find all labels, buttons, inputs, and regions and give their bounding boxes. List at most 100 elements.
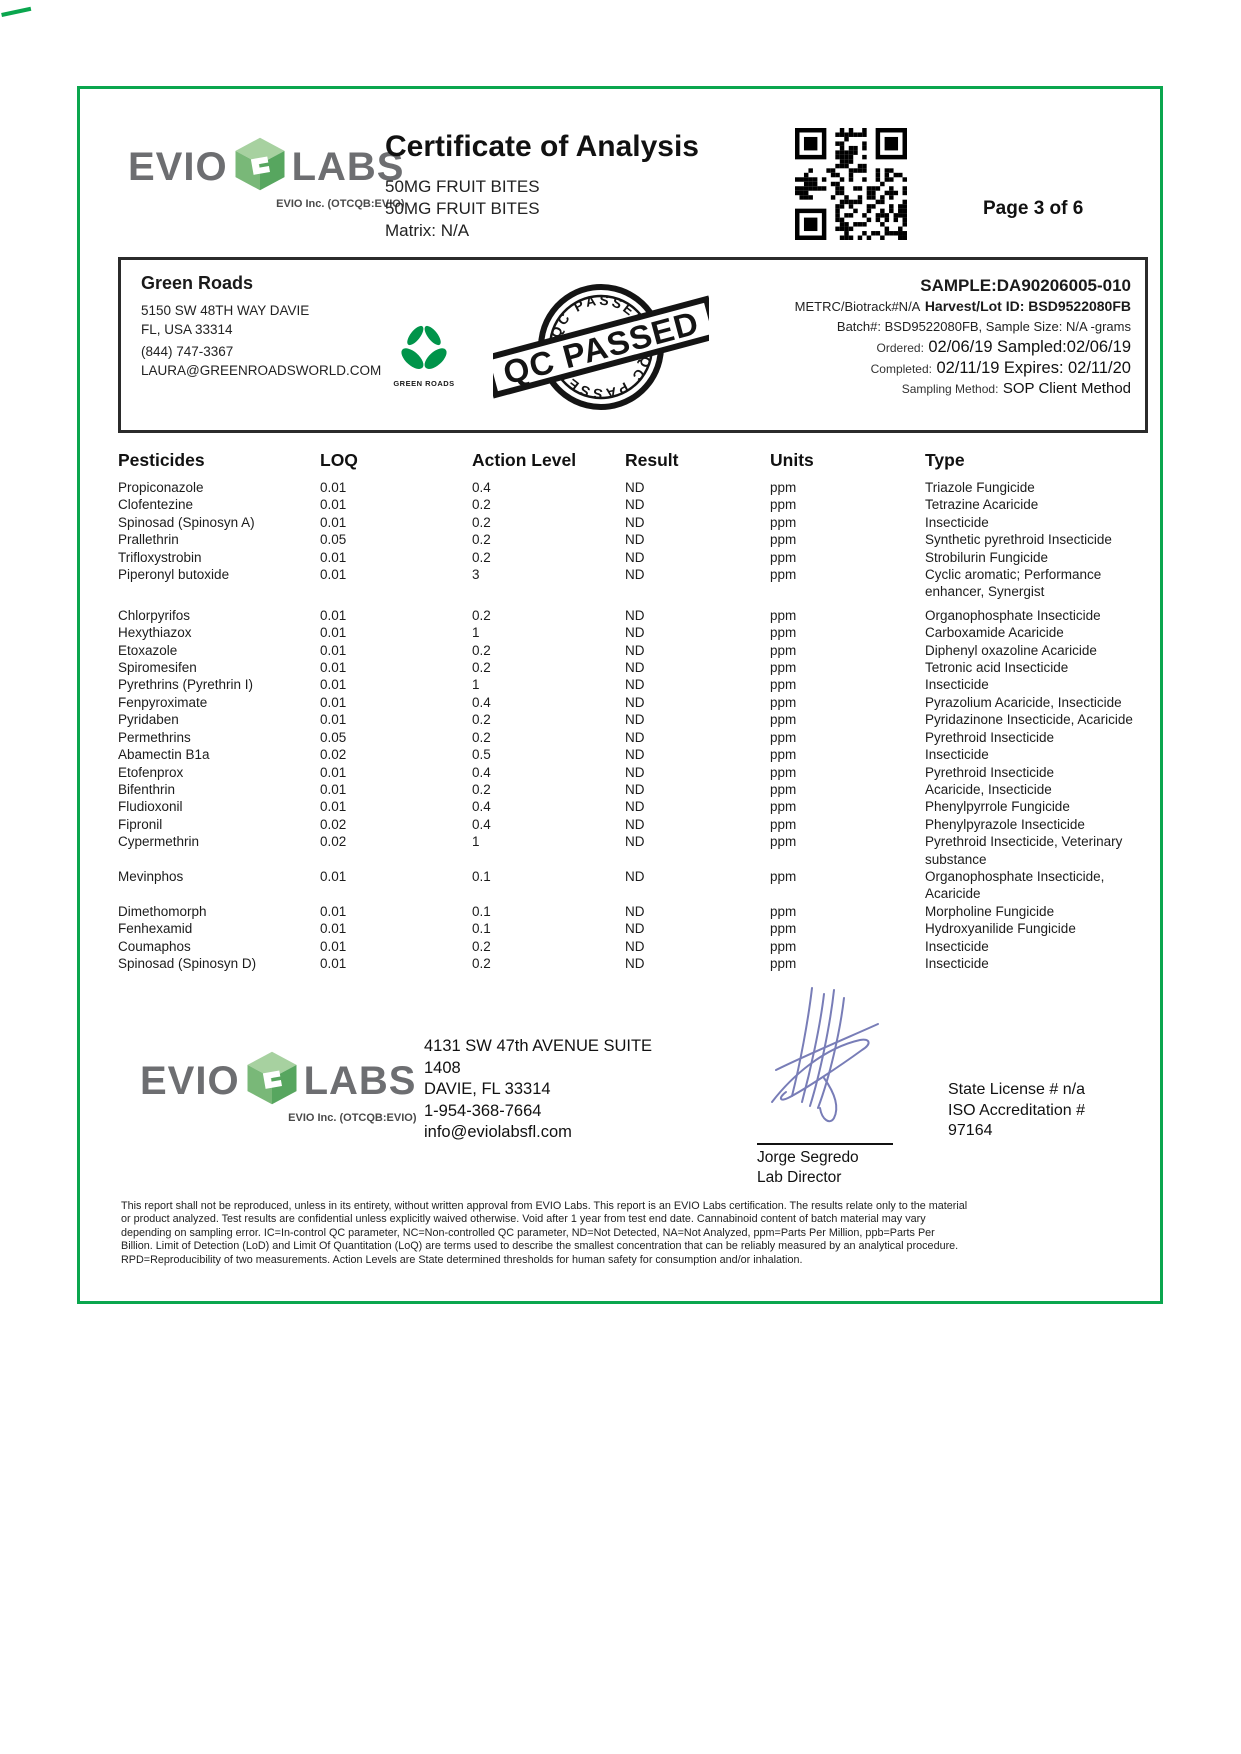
state-license: State License # n/a xyxy=(948,1081,1085,1098)
cell-loq: 0.01 xyxy=(320,764,347,780)
table-row: Hexythiazox 0.01 1 ND ppm Carboxamide Acarici… xyxy=(118,624,1148,641)
cell-action-level: 0.5 xyxy=(472,747,491,763)
cell-units: ppm xyxy=(770,642,797,658)
cell-action-level: 1 xyxy=(472,834,480,850)
cell-action-level: 0.4 xyxy=(472,816,491,832)
cell-units: ppm xyxy=(770,781,797,797)
sample-info-box: Green Roads 5150 SW 48TH WAY DAVIE FL, U… xyxy=(118,257,1148,433)
cell-pesticide: Dimethomorph xyxy=(118,903,207,919)
cell-pesticide: Cypermethrin xyxy=(118,834,200,850)
col-header-type: Type xyxy=(925,450,965,470)
cell-units: ppm xyxy=(770,747,797,763)
cell-action-level: 0.2 xyxy=(472,532,491,548)
cell-result: ND xyxy=(625,677,645,693)
cell-pesticide: Mevinphos xyxy=(118,868,184,884)
client-address1: 5150 SW 48TH WAY DAVIE xyxy=(141,303,310,318)
table-row: Etofenprox 0.01 0.4 ND ppm Pyrethroid Insecti… xyxy=(118,764,1148,781)
cell-action-level: 0.4 xyxy=(472,799,491,815)
cell-pesticide: Spinosad (Spinosyn D) xyxy=(118,955,257,971)
cell-pesticide: Abamectin B1a xyxy=(118,747,210,763)
table-row: Chlorpyrifos 0.01 0.2 ND ppm Organophosphate … xyxy=(118,607,1148,624)
cell-pesticide: Pyrethrins (Pyrethrin I) xyxy=(118,677,254,693)
cell-type: Morpholine Fungicide xyxy=(925,903,1055,919)
table-row: Clofentezine 0.01 0.2 ND ppm Tetrazine Acaric… xyxy=(118,496,1148,513)
cell-action-level: 0.1 xyxy=(472,868,491,884)
lab-email: info@eviolabsfl.com xyxy=(424,1123,572,1141)
license-block: State License # n/a ISO Accreditation # … xyxy=(948,1080,1085,1142)
cell-units: ppm xyxy=(770,480,797,495)
col-header-action-level: Action Level xyxy=(472,450,577,470)
table-row: Fenpyroximate 0.01 0.4 ND ppm Pyrazolium Acar… xyxy=(118,694,1148,711)
cell-pesticide: Fenhexamid xyxy=(118,921,193,937)
client-address2: FL, USA 33314 xyxy=(141,322,233,337)
cell-pesticide: Permethrins xyxy=(118,729,191,745)
cell-loq: 0.01 xyxy=(320,480,347,495)
lab-address: 4131 SW 47th AVENUE SUITE 1408 DAVIE, FL… xyxy=(424,1036,652,1144)
cell-type: Diphenyl oxazoline Acaricide xyxy=(925,642,1097,658)
table-row: Etoxazole 0.01 0.2 ND ppm Diphenyl oxazoline … xyxy=(118,642,1148,659)
cell-action-level: 0.4 xyxy=(472,694,491,710)
cell-action-level: 1 xyxy=(472,677,480,693)
cell-pesticide: Fipronil xyxy=(118,816,163,832)
cell-loq: 0.01 xyxy=(320,799,347,815)
col-header-pesticides: Pesticides xyxy=(118,450,205,470)
cell-units: ppm xyxy=(770,955,797,971)
table-row: Fenhexamid 0.01 0.1 ND ppm Hydroxyanilide Fun… xyxy=(118,920,1148,937)
cell-type: Strobilurin Fungicide xyxy=(925,549,1049,565)
cell-loq: 0.01 xyxy=(320,497,347,513)
cell-units: ppm xyxy=(770,677,797,693)
cell-type: Carboxamide Acaricide xyxy=(925,625,1064,641)
cell-pesticide: Trifloxystrobin xyxy=(118,549,202,565)
table-row: Pyrethrins (Pyrethrin I) 0.01 1 ND ppm Insect… xyxy=(118,676,1148,693)
cell-result: ND xyxy=(625,868,645,884)
table-row: Fludioxonil 0.01 0.4 ND ppm Phenylpyrrole Fun… xyxy=(118,798,1148,815)
cell-result: ND xyxy=(625,607,645,623)
green-border-frame xyxy=(77,86,1163,1304)
cell-pesticide: Clofentezine xyxy=(118,497,194,513)
cell-loq: 0.05 xyxy=(320,729,347,745)
cell-result: ND xyxy=(625,660,645,676)
page-number: Page 3 of 6 xyxy=(983,198,1084,219)
cell-pesticide: Hexythiazox xyxy=(118,625,192,641)
cell-loq: 0.02 xyxy=(320,816,347,832)
batch-line: Batch#: BSD9522080FB, Sample Size: N/A -… xyxy=(836,319,1131,334)
disclaimer-text: This report shall not be reproduced, unl… xyxy=(121,1200,968,1266)
cell-action-level: 0.2 xyxy=(472,607,491,623)
cell-result: ND xyxy=(625,625,645,641)
cell-pesticide: Fludioxonil xyxy=(118,799,183,815)
client-phone: (844) 747-3367 xyxy=(141,344,234,359)
table-row: Spinosad (Spinosyn D) 0.01 0.2 ND ppm Insecti… xyxy=(118,955,1148,972)
qc-passed-stamp: QC PASSED QC PASSED QC PASSED xyxy=(482,272,720,422)
completed-label: Completed: xyxy=(870,362,932,376)
cell-action-level: 0.2 xyxy=(472,642,491,658)
cell-units: ppm xyxy=(770,532,797,548)
cell-action-level: 0.2 xyxy=(472,549,491,565)
cell-units: ppm xyxy=(770,764,797,780)
green-roads-logo-text: GREEN ROADS xyxy=(393,379,455,388)
table-row: Propiconazole 0.01 0.4 ND ppm Triazole Fungic… xyxy=(118,479,1148,496)
cell-type: Tetronic acid Insecticide xyxy=(925,660,1069,676)
logo-text-evio: EVIO xyxy=(140,1058,240,1103)
cell-units: ppm xyxy=(770,567,797,583)
completed-date: 02/11/19 xyxy=(936,359,1000,377)
cell-result: ND xyxy=(625,712,645,728)
cell-units: ppm xyxy=(770,607,797,623)
sample-details: SAMPLE:DA90206005-010 METRC/Biotrack#N/A… xyxy=(795,276,1131,399)
signer-block: Jorge Segredo Lab Director xyxy=(757,1148,859,1188)
cell-pesticide: Spiromesifen xyxy=(118,660,197,676)
cell-loq: 0.01 xyxy=(320,868,347,884)
cell-pesticide: Propiconazole xyxy=(118,480,204,495)
cell-pesticide: Bifenthrin xyxy=(118,781,176,797)
cell-action-level: 0.2 xyxy=(472,712,491,728)
table-row: Prallethrin 0.05 0.2 ND ppm Synthetic pyrethr… xyxy=(118,531,1148,548)
cell-type: Hydroxyanilide Fungicide xyxy=(925,921,1076,937)
cell-type: Insecticide xyxy=(925,938,989,954)
cell-action-level: 0.2 xyxy=(472,497,491,513)
logo-text-labs: LABS xyxy=(303,1058,417,1103)
harvest-lot-id: Harvest/Lot ID: BSD9522080FB xyxy=(924,298,1131,314)
sampled-label: Sampled: xyxy=(997,338,1067,356)
cell-loq: 0.01 xyxy=(320,712,347,728)
table-row: Dimethomorph 0.01 0.1 ND ppm Morpholine Fungi… xyxy=(118,903,1148,920)
cell-action-level: 0.2 xyxy=(472,514,491,530)
